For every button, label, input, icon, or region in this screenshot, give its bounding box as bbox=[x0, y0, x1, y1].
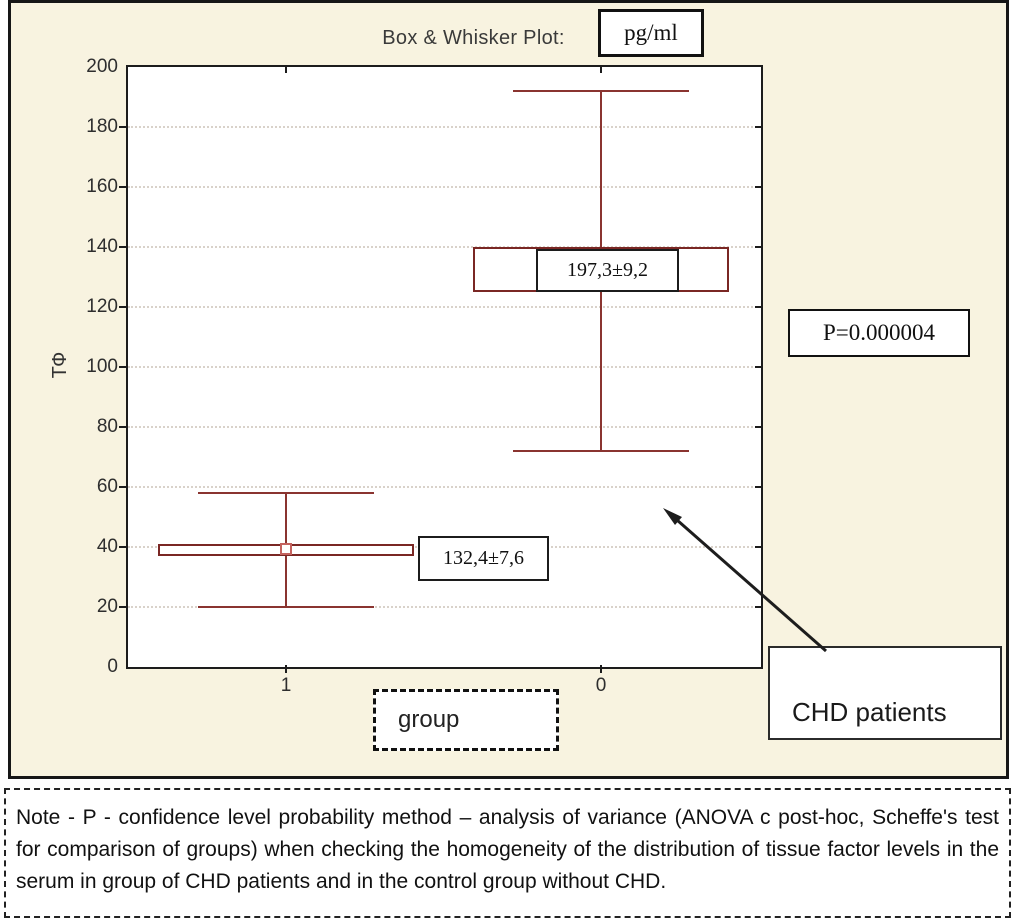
whisker-cap-bottom bbox=[513, 450, 689, 452]
y-axis-label: ТФ bbox=[49, 351, 71, 379]
y-tick-label: 0 bbox=[107, 656, 118, 677]
y-axis-tick bbox=[119, 426, 126, 428]
y-axis-tick bbox=[119, 606, 126, 608]
y-tick-label: 200 bbox=[86, 56, 118, 77]
x-axis-tick-top bbox=[600, 67, 602, 73]
y-tick-label: 140 bbox=[86, 236, 118, 257]
y-axis-tick-right bbox=[755, 306, 761, 308]
whisker-cap-top bbox=[198, 492, 374, 494]
gridline bbox=[128, 246, 761, 248]
y-axis-tick-right bbox=[755, 426, 761, 428]
y-axis-tick-right bbox=[755, 486, 761, 488]
y-axis-tick bbox=[119, 246, 126, 248]
whisker-cap-bottom bbox=[198, 606, 374, 608]
gridline bbox=[128, 486, 761, 488]
unit-label: pg/ml bbox=[624, 20, 678, 45]
x-axis-tick-bottom bbox=[285, 665, 287, 673]
mean-marker bbox=[280, 542, 292, 555]
x-axis-tick-top bbox=[285, 67, 287, 73]
y-tick-label: 100 bbox=[86, 356, 118, 377]
chd-patients-box: CHD patients bbox=[768, 646, 1002, 740]
y-tick-label: 80 bbox=[96, 416, 118, 437]
y-axis-tick bbox=[119, 546, 126, 548]
x-axis-tick-bottom bbox=[600, 665, 602, 673]
y-axis-tick bbox=[119, 366, 126, 368]
y-tick-label: 160 bbox=[86, 176, 118, 197]
y-tick-label: 60 bbox=[96, 476, 118, 497]
y-tick-label: 40 bbox=[96, 536, 118, 557]
x-tick-label: 1 bbox=[280, 675, 292, 696]
y-tick-label: 180 bbox=[86, 116, 118, 137]
y-axis-tick-right bbox=[755, 186, 761, 188]
y-axis-tick bbox=[119, 186, 126, 188]
plot-area: 0 20 40 60 80 100 120 140 160 180 200 1 0 132,4±7,6 19… bbox=[86, 56, 763, 696]
value-label-box: 197,3±9,2 bbox=[536, 249, 679, 292]
figure-panel: Box & Whisker Plot: pg/ml ТФ 0 20 40 60 80 10… bbox=[8, 0, 1009, 779]
x-axis-label: group bbox=[398, 706, 460, 733]
y-axis-tick-right bbox=[755, 366, 761, 368]
gridline bbox=[128, 426, 761, 428]
unit-box: pg/ml bbox=[598, 9, 704, 57]
x-axis-label-box: group bbox=[373, 689, 559, 751]
gridline bbox=[128, 606, 761, 608]
gridline bbox=[128, 306, 761, 308]
y-axis-tick bbox=[119, 486, 126, 488]
y-axis-tick bbox=[119, 306, 126, 308]
gridline bbox=[128, 186, 761, 188]
chd-patients-label: CHD patients bbox=[792, 697, 947, 727]
x-tick-label: 0 bbox=[595, 675, 607, 696]
y-axis-tick-right bbox=[755, 546, 761, 548]
chart-title: Box & Whisker Plot: bbox=[382, 27, 565, 49]
whisker-cap-top bbox=[513, 90, 689, 92]
y-axis-tick bbox=[119, 126, 126, 128]
p-value-box: P=0.000004 bbox=[788, 309, 970, 357]
y-tick-label: 120 bbox=[86, 296, 118, 317]
note-box: Note - P - confidence level probability … bbox=[4, 788, 1011, 918]
y-axis-tick-right bbox=[755, 126, 761, 128]
y-axis-tick-right bbox=[755, 246, 761, 248]
gridline bbox=[128, 366, 761, 368]
gridline bbox=[128, 126, 761, 128]
value-label-box: 132,4±7,6 bbox=[418, 536, 549, 581]
y-tick-label: 20 bbox=[96, 596, 118, 617]
y-axis-tick-right bbox=[755, 606, 761, 608]
